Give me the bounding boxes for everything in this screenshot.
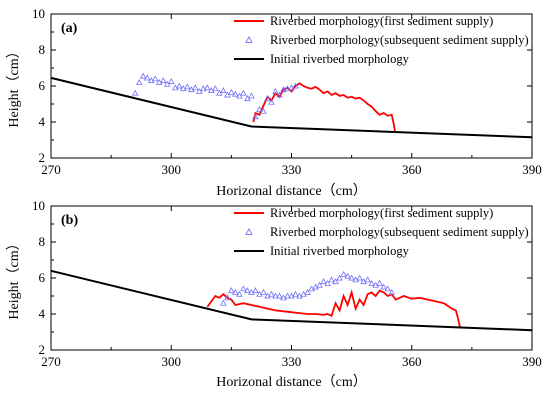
data-point-triangle <box>332 278 339 285</box>
x-tick-label: 270 <box>41 162 61 177</box>
x-tick-label: 360 <box>402 354 422 369</box>
data-point-triangle <box>131 89 139 96</box>
data-point-triangle <box>256 105 263 112</box>
x-tick-label: 390 <box>522 354 542 369</box>
legend-entry: Riverbed morphology(subsequent sediment … <box>270 225 529 239</box>
y-tick-label: 4 <box>39 306 46 321</box>
data-point-triangle <box>336 274 343 281</box>
data-point-triangle <box>320 278 327 285</box>
legend-swatch-triangle <box>245 36 253 43</box>
legend-swatch-triangle <box>245 228 253 235</box>
data-point-triangle <box>292 82 299 89</box>
data-point-triangle <box>348 274 355 281</box>
data-point-triangle <box>192 84 199 91</box>
legend-entry: Riverbed morphology(first sediment suppl… <box>270 14 493 28</box>
data-point-triangle <box>260 107 267 114</box>
data-point-triangle <box>224 294 231 301</box>
data-point-triangle <box>244 287 251 294</box>
data-point-triangle <box>316 281 323 288</box>
data-point-triangle <box>204 84 211 91</box>
panel-label: (b) <box>61 213 78 228</box>
y-tick-label: 2 <box>39 342 46 357</box>
series-line <box>206 289 461 327</box>
data-point-triangle <box>220 299 227 306</box>
y-tick-label: 2 <box>39 150 46 165</box>
x-axis-title: Horizonal distance（cm） <box>216 374 366 390</box>
data-point-triangle <box>328 276 335 283</box>
panel-label: (a) <box>61 21 78 36</box>
y-tick-label: 6 <box>39 78 46 93</box>
y-axis-title: Height（cm） <box>6 236 22 319</box>
data-point-triangle <box>368 279 375 286</box>
y-tick-label: 4 <box>39 114 46 129</box>
data-point-triangle <box>272 87 279 94</box>
data-point-triangle <box>268 98 275 105</box>
x-tick-label: 360 <box>402 162 422 177</box>
data-point-triangle <box>167 78 175 84</box>
panel-b-chart: 270 300 330 360 390 2 4 6 8 10 Horizonal distance（… <box>6 198 542 390</box>
data-point-triangle <box>228 287 235 294</box>
legend-entry: Riverbed morphology(subsequent sediment … <box>270 33 529 47</box>
data-point-triangle <box>380 283 387 290</box>
data-point-triangle <box>280 86 287 93</box>
data-point-triangle <box>200 85 207 92</box>
x-axis-title: Horizonal distance（cm） <box>216 183 366 199</box>
x-tick-label: 330 <box>282 354 302 369</box>
data-point-triangle <box>272 292 279 299</box>
legend-entry: Riverbed morphology(first sediment suppl… <box>270 206 493 220</box>
data-point-triangle <box>264 95 271 102</box>
data-point-triangle <box>364 276 371 283</box>
data-point-triangle <box>268 290 275 297</box>
data-point-triangle <box>232 90 239 97</box>
x-tick-label: 270 <box>41 354 61 369</box>
data-point-triangle <box>212 85 219 92</box>
data-point-triangle <box>184 83 191 90</box>
data-point-triangle <box>260 288 267 295</box>
data-point-triangle <box>236 290 243 297</box>
panel-a-chart: 270 300 330 360 390 2 4 6 8 10 Horizonal distance（… <box>6 6 542 199</box>
data-point-triangle <box>240 89 247 96</box>
x-tick-label: 300 <box>162 162 182 177</box>
data-point-triangle <box>175 82 183 89</box>
x-tick-label: 300 <box>162 354 182 369</box>
legend-entry: Initial riverbed morphology <box>270 52 410 66</box>
y-tick-label: 10 <box>32 198 45 213</box>
data-point-triangle <box>248 92 255 99</box>
data-point-triangle <box>388 288 395 295</box>
y-tick-label: 8 <box>39 42 46 57</box>
data-point-triangle <box>276 292 283 299</box>
data-point-triangle <box>232 288 239 295</box>
data-point-triangle <box>340 270 347 277</box>
data-point-triangle <box>240 285 247 292</box>
data-point-triangle <box>356 274 363 281</box>
legend-entry: Initial riverbed morphology <box>270 244 410 258</box>
data-point-triangle <box>252 113 259 120</box>
y-tick-label: 10 <box>32 6 45 21</box>
x-tick-label: 330 <box>282 162 302 177</box>
data-point-triangle <box>284 85 291 92</box>
data-point-triangle <box>228 88 235 95</box>
series-line <box>50 76 533 139</box>
y-tick-label: 6 <box>39 270 46 285</box>
series-line <box>50 269 533 332</box>
data-point-triangle <box>292 290 299 297</box>
data-point-triangle <box>276 91 283 98</box>
data-point-triangle <box>252 287 259 294</box>
data-point-triangle <box>344 272 351 279</box>
data-point-triangle <box>384 285 391 292</box>
data-point-triangle <box>139 72 147 79</box>
data-point-triangle <box>284 292 291 299</box>
data-point-triangle <box>324 279 331 286</box>
data-point-triangle <box>143 74 151 81</box>
y-axis-title: Height（cm） <box>6 44 22 127</box>
data-point-triangle <box>159 77 167 84</box>
data-point-triangle <box>304 288 311 295</box>
x-tick-label: 390 <box>522 162 542 177</box>
data-point-triangle <box>220 87 227 93</box>
y-tick-label: 8 <box>39 234 46 249</box>
data-point-triangle <box>151 75 159 82</box>
data-point-triangle <box>376 279 383 286</box>
data-point-triangle <box>135 78 143 85</box>
